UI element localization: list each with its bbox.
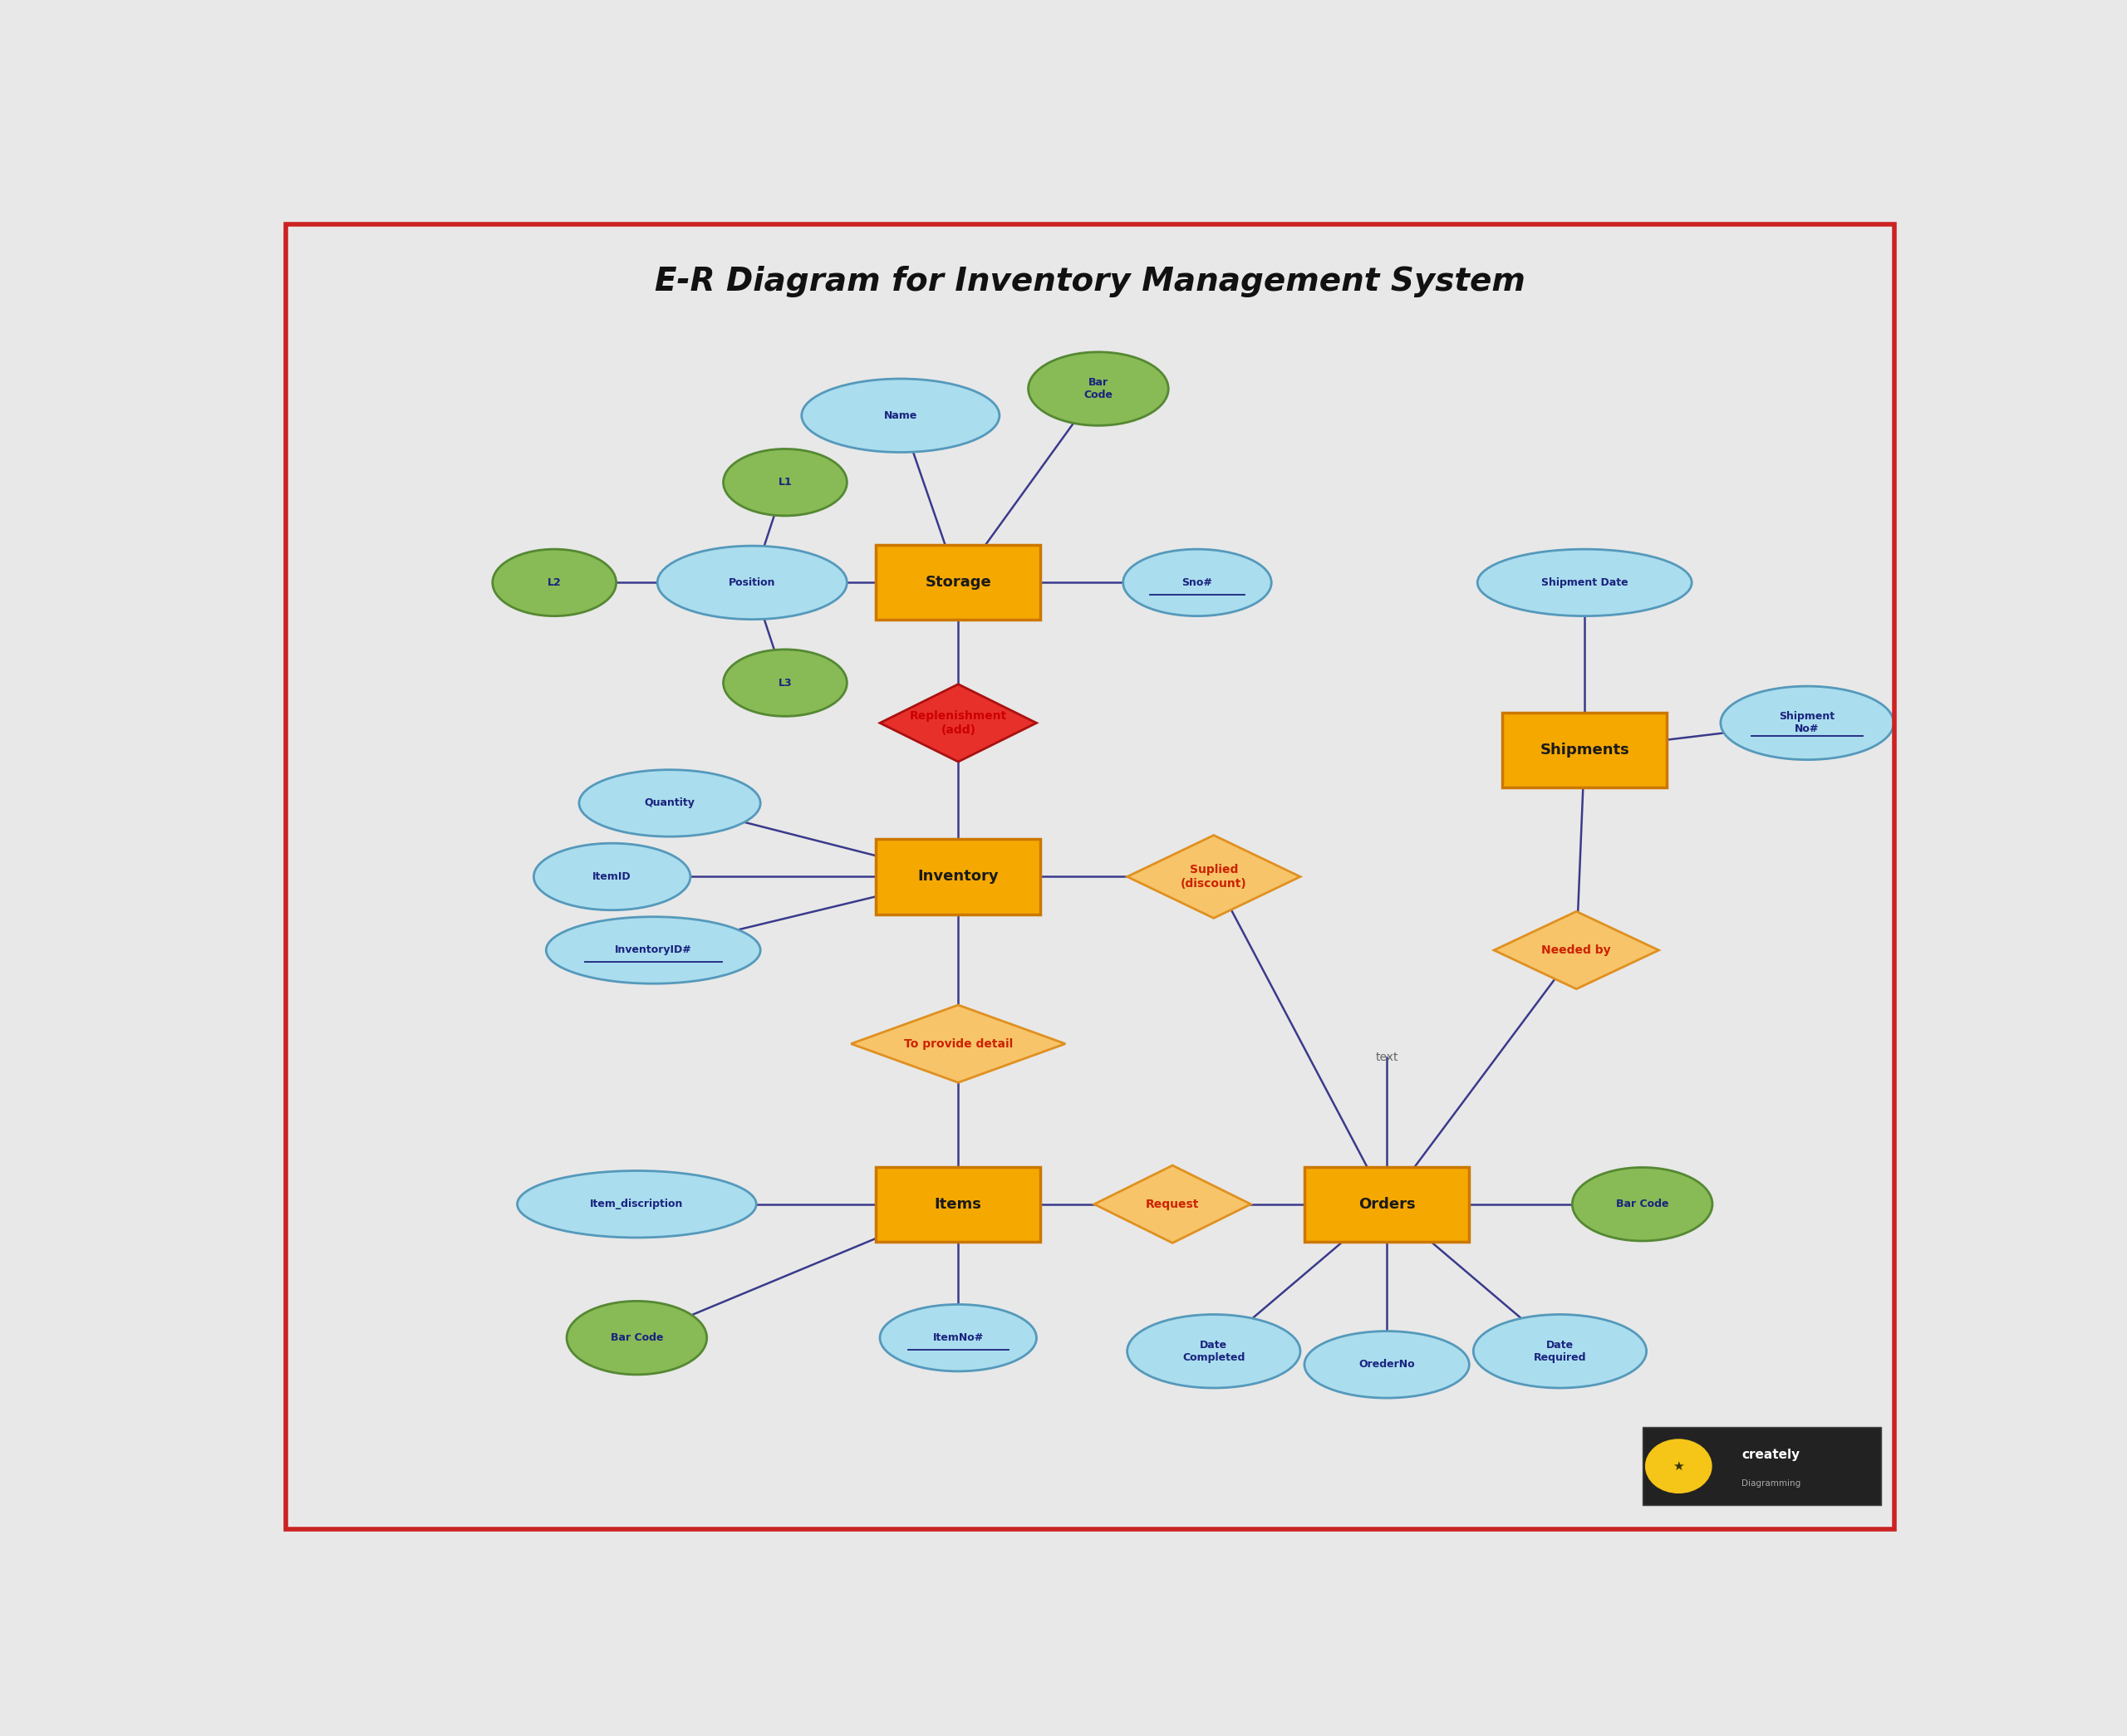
Text: Needed by: Needed by (1542, 944, 1610, 957)
Text: Date
Required: Date Required (1534, 1340, 1587, 1363)
Text: Name: Name (883, 410, 917, 420)
Text: Request: Request (1146, 1198, 1200, 1210)
Ellipse shape (493, 549, 617, 616)
Text: ItemID: ItemID (593, 871, 632, 882)
Text: Bar Code: Bar Code (610, 1333, 664, 1344)
FancyBboxPatch shape (1304, 1167, 1470, 1241)
Ellipse shape (1027, 352, 1168, 425)
Text: Orders: Orders (1359, 1196, 1414, 1212)
Text: E-R Diagram for Inventory Management System: E-R Diagram for Inventory Management Sys… (655, 266, 1525, 297)
Ellipse shape (1474, 1314, 1646, 1389)
FancyBboxPatch shape (876, 838, 1040, 915)
FancyBboxPatch shape (1642, 1427, 1880, 1505)
Text: L3: L3 (778, 677, 791, 687)
Text: ★: ★ (1674, 1460, 1685, 1472)
Ellipse shape (723, 450, 847, 516)
FancyBboxPatch shape (876, 1167, 1040, 1241)
Text: ItemNo#: ItemNo# (934, 1333, 983, 1344)
Ellipse shape (566, 1300, 706, 1375)
Text: Shipment Date: Shipment Date (1542, 576, 1627, 589)
Text: Suplied
(discount): Suplied (discount) (1180, 865, 1246, 889)
Text: To provide detail: To provide detail (904, 1038, 1012, 1050)
Text: OrederNo: OrederNo (1359, 1359, 1414, 1370)
Text: Storage: Storage (925, 575, 991, 590)
Ellipse shape (881, 1304, 1036, 1371)
Ellipse shape (802, 378, 1000, 453)
Text: Bar
Code: Bar Code (1085, 377, 1112, 401)
Ellipse shape (1304, 1332, 1470, 1397)
Text: Shipment
No#: Shipment No# (1780, 712, 1836, 734)
Polygon shape (851, 1005, 1066, 1083)
Ellipse shape (1127, 1314, 1300, 1389)
FancyBboxPatch shape (876, 545, 1040, 620)
Text: creately: creately (1742, 1448, 1799, 1460)
Text: Position: Position (730, 576, 776, 589)
Text: text: text (1376, 1052, 1397, 1062)
Ellipse shape (547, 917, 761, 984)
Text: Date
Completed: Date Completed (1183, 1340, 1244, 1363)
Text: Inventory: Inventory (917, 870, 1000, 884)
FancyBboxPatch shape (1502, 712, 1668, 786)
Ellipse shape (657, 545, 847, 620)
Ellipse shape (723, 649, 847, 717)
Ellipse shape (517, 1170, 757, 1238)
Text: Quantity: Quantity (644, 799, 696, 809)
Text: Items: Items (934, 1196, 983, 1212)
Text: L1: L1 (778, 477, 791, 488)
Ellipse shape (1572, 1167, 1712, 1241)
Polygon shape (1093, 1165, 1251, 1243)
Ellipse shape (579, 769, 761, 837)
Text: Shipments: Shipments (1540, 743, 1629, 757)
Text: Diagramming: Diagramming (1742, 1479, 1799, 1488)
Text: Bar Code: Bar Code (1617, 1200, 1670, 1210)
Text: InventoryID#: InventoryID# (615, 944, 691, 955)
Polygon shape (881, 684, 1036, 762)
Polygon shape (1127, 835, 1300, 918)
Polygon shape (1493, 911, 1659, 990)
Text: Item_discription: Item_discription (589, 1200, 683, 1210)
Ellipse shape (1123, 549, 1272, 616)
Ellipse shape (1721, 686, 1893, 760)
Text: Sno#: Sno# (1183, 576, 1212, 589)
Text: L2: L2 (547, 576, 562, 589)
Circle shape (1646, 1439, 1712, 1493)
Text: Replenishment
(add): Replenishment (add) (910, 710, 1006, 736)
Ellipse shape (534, 844, 691, 910)
Ellipse shape (1478, 549, 1691, 616)
